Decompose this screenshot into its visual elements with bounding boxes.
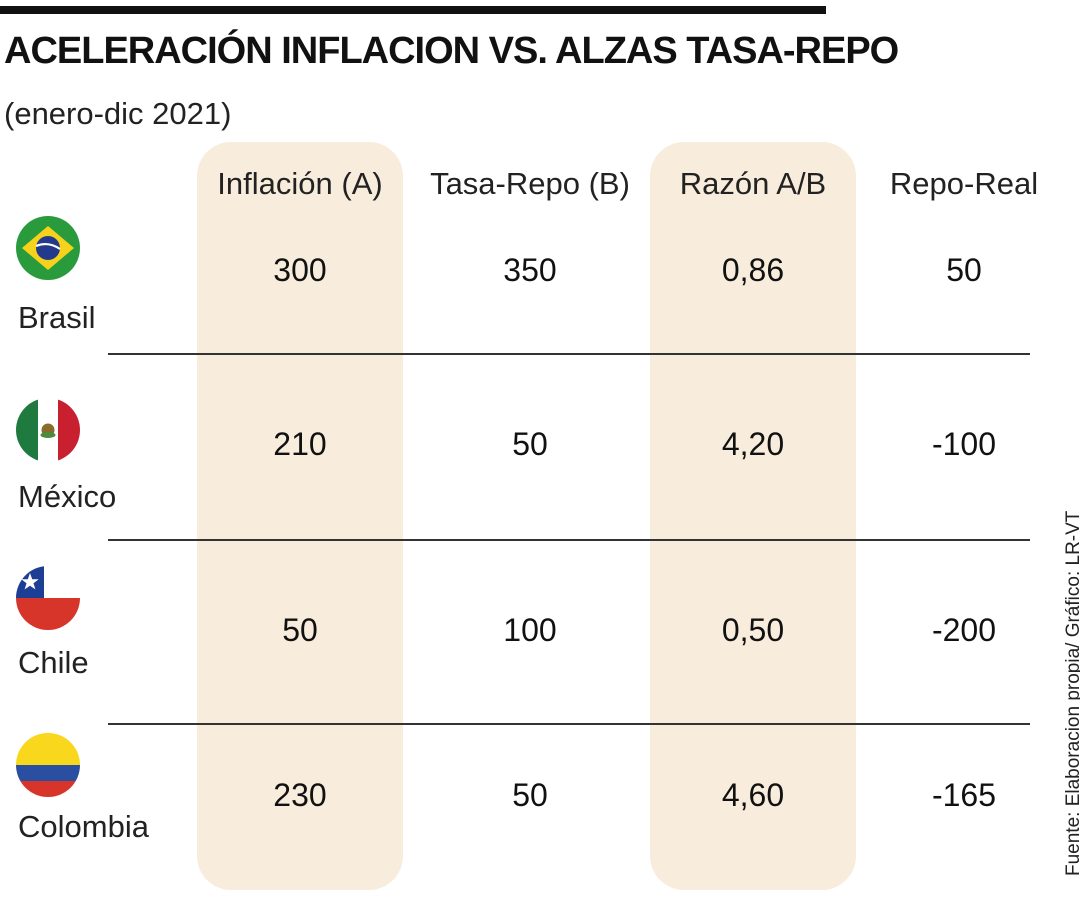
row-divider <box>108 723 1030 725</box>
table-cell: 300 <box>273 252 327 288</box>
mexico-flag-icon <box>16 398 80 462</box>
table-cell: 210 <box>273 426 327 462</box>
column-header-tasa-repo: Tasa-Repo (B) <box>430 166 630 201</box>
table-cell: 350 <box>503 252 557 288</box>
column-header-inflacion: Inflación (A) <box>217 166 383 201</box>
table-cell: -165 <box>931 777 997 813</box>
ratio-column-highlight <box>650 142 856 890</box>
column-header-razon: Razón A/B <box>679 166 827 201</box>
source-credit: Fuente: Elaboracion propia/ Gráfico: LR-… <box>1063 510 1080 876</box>
inflation-column-highlight <box>197 142 403 890</box>
table-cell: 50 <box>512 426 548 462</box>
table-cell: 50 <box>512 777 548 813</box>
table-cell: 0,50 <box>721 612 785 648</box>
country-label: Brasil <box>18 300 96 335</box>
country-label: México <box>18 479 117 514</box>
table-cell: 50 <box>946 252 982 288</box>
chile-flag-icon <box>16 566 80 630</box>
row-divider <box>108 353 1030 355</box>
table-cell: 100 <box>503 612 557 648</box>
table-cell: 4,20 <box>721 426 785 462</box>
chart-title: ACELERACIÓN INFLACION VS. ALZAS TASA-REP… <box>4 30 899 72</box>
chart-subtitle: (enero-dic 2021) <box>4 96 232 131</box>
country-label: Colombia <box>18 809 149 844</box>
table-cell: 230 <box>273 777 327 813</box>
table-cell: 4,60 <box>721 777 785 813</box>
table-cell: -200 <box>931 612 997 648</box>
row-divider <box>108 539 1030 541</box>
table-cell: 50 <box>282 612 318 648</box>
brazil-flag-icon <box>16 216 80 280</box>
table-cell: -100 <box>931 426 997 462</box>
colombia-flag-icon <box>16 733 80 797</box>
table-cell: 0,86 <box>721 252 785 288</box>
column-header-repo-real: Repo-Real <box>889 166 1039 201</box>
country-label: Chile <box>18 645 89 680</box>
top-rule <box>0 6 826 14</box>
